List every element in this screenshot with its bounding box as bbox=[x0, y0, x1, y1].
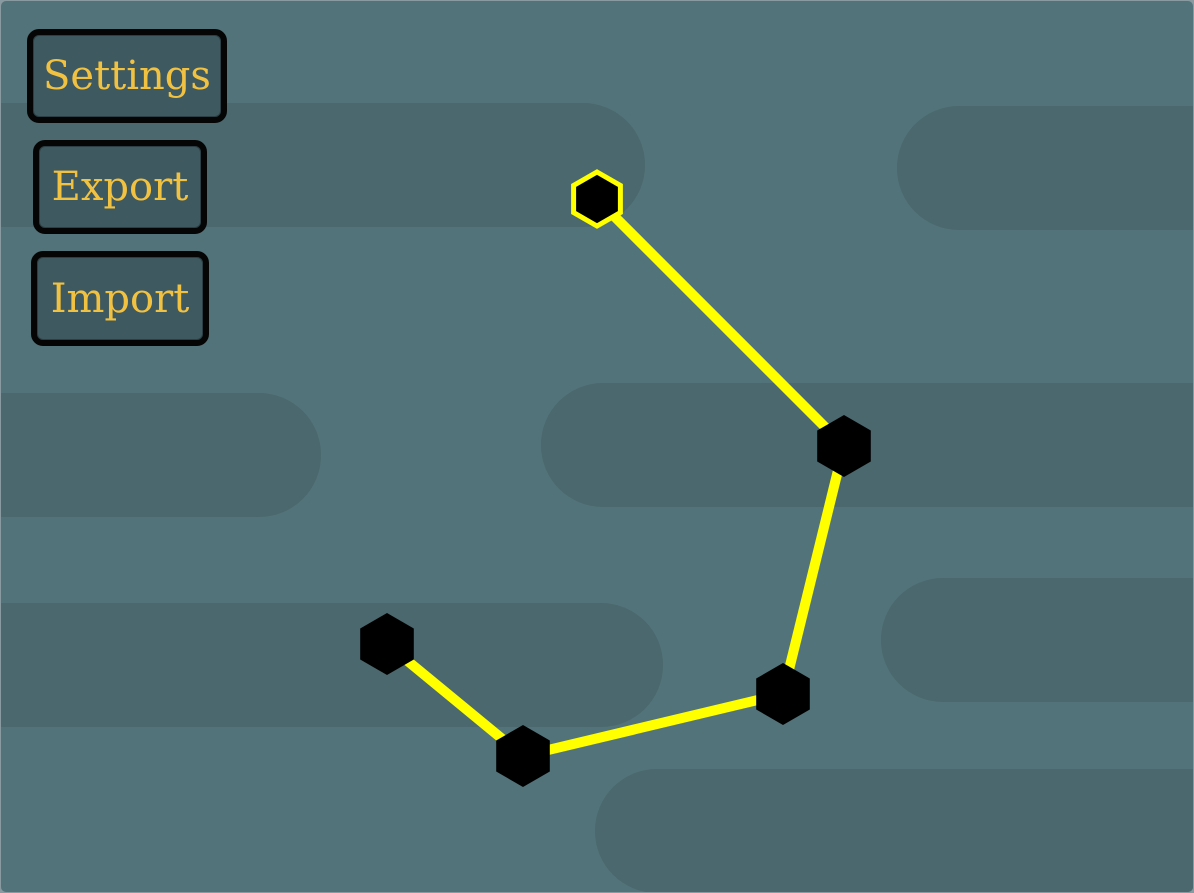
graph-node-hexagon-icon[interactable] bbox=[360, 613, 414, 675]
import-button[interactable]: Import bbox=[31, 251, 209, 346]
graph-edge bbox=[521, 689, 785, 761]
graph-node-hexagon-icon[interactable] bbox=[817, 415, 871, 477]
background-band bbox=[1, 603, 663, 727]
graph-node-hexagon-icon[interactable] bbox=[756, 663, 810, 725]
background-band bbox=[881, 578, 1193, 702]
export-button[interactable]: Export bbox=[33, 140, 207, 234]
graph-edge bbox=[593, 195, 848, 450]
background-band bbox=[897, 106, 1193, 230]
graph-edge bbox=[778, 444, 849, 696]
graph-edge bbox=[383, 640, 527, 760]
background-band bbox=[1, 393, 321, 517]
background-band bbox=[595, 769, 1193, 892]
settings-button[interactable]: Settings bbox=[27, 29, 227, 123]
edges-layer bbox=[383, 195, 849, 761]
nodes-layer[interactable] bbox=[360, 169, 871, 787]
graph-node-selected-hexagon-icon[interactable] bbox=[571, 169, 623, 229]
graph-node-hexagon-icon[interactable] bbox=[496, 725, 550, 787]
